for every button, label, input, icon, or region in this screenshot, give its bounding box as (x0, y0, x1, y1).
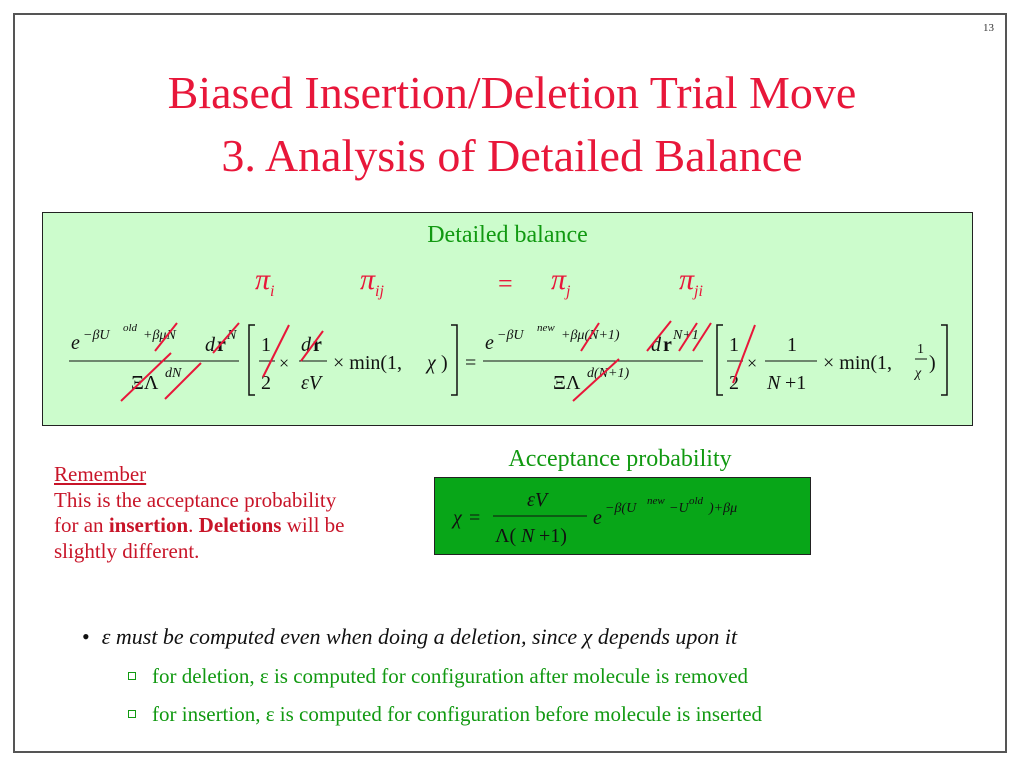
svg-text:−βU: −βU (497, 328, 524, 343)
svg-text:Λ(: Λ( (495, 525, 517, 547)
svg-text:r: r (217, 334, 226, 356)
svg-text:=: = (469, 507, 480, 529)
remember-line1: This is the acceptance probability (54, 487, 337, 512)
svg-text:): ) (929, 352, 936, 374)
svg-text:+βμN: +βμN (143, 328, 176, 343)
bullet-dot: • (82, 624, 90, 649)
svg-text:=: = (465, 352, 476, 374)
svg-text:+1: +1 (785, 372, 806, 394)
svg-text:1: 1 (787, 334, 797, 356)
svg-text:+1): +1) (539, 525, 567, 547)
detailed-balance-label: Detailed balance (427, 222, 588, 248)
svg-text:d: d (301, 334, 312, 356)
svg-text:×: × (279, 353, 289, 373)
square-bullet-icon (128, 710, 136, 719)
pi-ij: πij (360, 263, 384, 300)
remember-heading: Remember (54, 462, 147, 486)
svg-text:χ: χ (913, 366, 922, 381)
square-bullet-icon (128, 672, 136, 681)
sub-bullet-deletion: for deletion, ε is computed for configur… (128, 664, 748, 689)
acceptance-label: Acceptance probability (508, 446, 732, 472)
svg-text:1: 1 (729, 334, 739, 356)
detailed-balance-box: Detailed balance πi πij = πj πji e −βU o… (42, 212, 973, 426)
svg-text:e: e (485, 332, 494, 354)
svg-text:εV: εV (527, 489, 550, 511)
svg-text:χ: χ (425, 352, 437, 374)
svg-text:1: 1 (261, 334, 271, 356)
svg-text:new: new (647, 495, 665, 507)
svg-text:−βU: −βU (83, 328, 110, 343)
svg-text:−U: −U (669, 501, 689, 516)
main-bullet: • ε must be computed even when doing a de… (82, 624, 738, 649)
svg-text:N: N (226, 328, 237, 343)
svg-text:ΞΛ: ΞΛ (131, 372, 159, 394)
remember-note: Remember This is the acceptance probabil… (54, 462, 434, 564)
remember-line3: slightly different. (54, 538, 200, 563)
pi-j: πj (551, 263, 571, 300)
svg-text:r: r (663, 334, 672, 356)
pi-i: πi (255, 263, 275, 300)
svg-text:): ) (441, 352, 448, 374)
pi-ji: πji (679, 263, 703, 300)
sub-bullet-insertion: for insertion, ε is computed for configu… (128, 702, 762, 727)
svg-text:)+βμ: )+βμ (708, 501, 737, 516)
svg-text:old: old (689, 495, 704, 507)
svg-text:dN: dN (165, 366, 182, 381)
slide-number: 13 (983, 22, 994, 34)
svg-text:d: d (205, 334, 216, 356)
svg-text:d: d (651, 334, 662, 356)
svg-text:N: N (766, 372, 782, 394)
svg-text:× min(1,: × min(1, (333, 352, 402, 374)
svg-text:r: r (313, 334, 322, 356)
slide-title-line1: Biased Insertion/Deletion Trial Move (167, 67, 857, 118)
svg-text:× min(1,: × min(1, (823, 352, 892, 374)
svg-text:e: e (71, 332, 80, 354)
svg-text:εV: εV (301, 372, 324, 394)
svg-text:2: 2 (261, 372, 271, 394)
slide-frame (13, 13, 1007, 753)
acceptance-formula: χ = εV Λ( N +1) e −β(U new −U old )+βμ (451, 489, 737, 547)
cancellation-strikes (120, 320, 756, 402)
svg-text:−β(U: −β(U (605, 501, 637, 516)
equals-sign: = (498, 269, 513, 298)
svg-text:new: new (537, 322, 555, 334)
detailed-balance-equation: e −βU old +βμN d r N ΞΛ dN 1 2 × d r εV … (69, 320, 948, 402)
svg-text:e: e (593, 507, 602, 529)
acceptance-formula-box: χ = εV Λ( N +1) e −β(U new −U old )+βμ (434, 477, 811, 555)
svg-text:ΞΛ: ΞΛ (553, 372, 581, 394)
remember-line2: for an insertion. Deletions will be (54, 513, 345, 538)
svg-text:1: 1 (917, 342, 924, 357)
svg-text:N: N (520, 525, 536, 547)
svg-text:old: old (123, 322, 138, 334)
svg-text:χ: χ (451, 507, 463, 529)
slide-title-line2: 3. Analysis of Detailed Balance (221, 130, 803, 181)
svg-text:×: × (747, 353, 757, 373)
